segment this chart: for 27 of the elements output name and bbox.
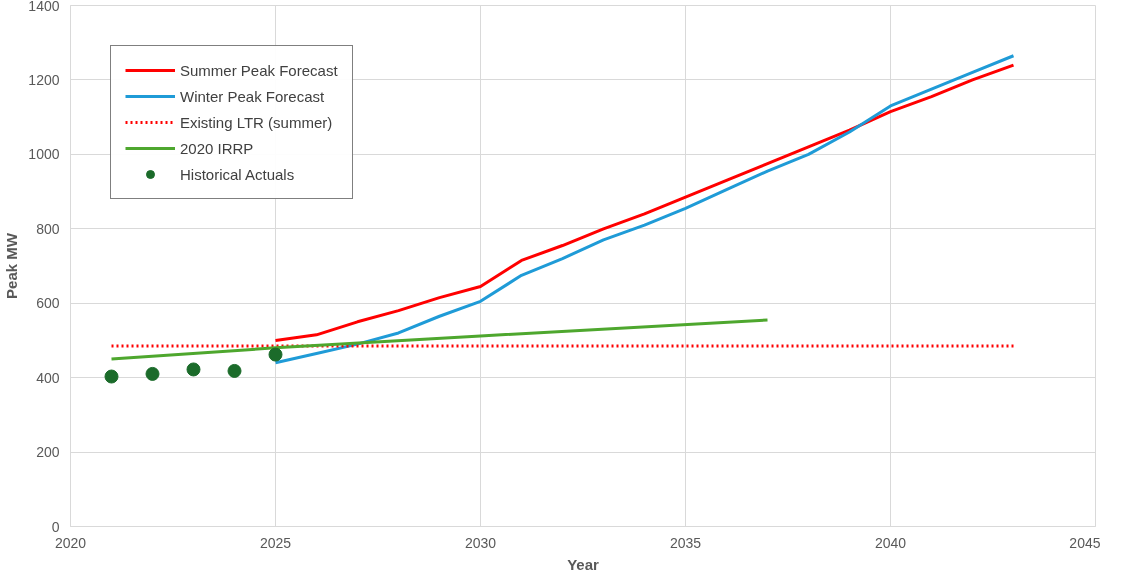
x-tick-label: 2045 [1069,534,1101,551]
point [145,366,160,381]
x-axis-title: Year [567,555,600,573]
y-tick-label: 1400 [28,0,60,14]
legend-label: Existing LTR (summer) [180,113,333,131]
x-tick-label: 2020 [54,534,87,551]
y-tick-label: 800 [36,220,60,237]
legend-label: 2020 IRRP [180,139,254,157]
y-tick-label: 1000 [28,146,60,163]
y-axis-title: Peak MW [3,232,21,299]
legend-label: Historical Actuals [180,165,295,183]
point [227,363,242,378]
y-tick-label: 1200 [28,71,60,88]
point [104,369,119,384]
x-tick-label: 2040 [874,534,907,551]
y-tick-label: 0 [51,518,60,535]
legend-label: Winter Peak Forecast [180,87,325,105]
line-series [110,318,769,361]
point [186,362,201,377]
y-tick-label: 600 [36,295,60,312]
point [268,347,283,362]
x-tick-label: 2035 [669,534,702,551]
legend-label: Summer Peak Forecast [180,61,338,79]
x-tick-label: 2030 [464,534,497,551]
y-tick-label: 400 [36,369,60,386]
y-tick-label: 200 [36,444,60,461]
x-tick-label: 2025 [259,534,292,551]
